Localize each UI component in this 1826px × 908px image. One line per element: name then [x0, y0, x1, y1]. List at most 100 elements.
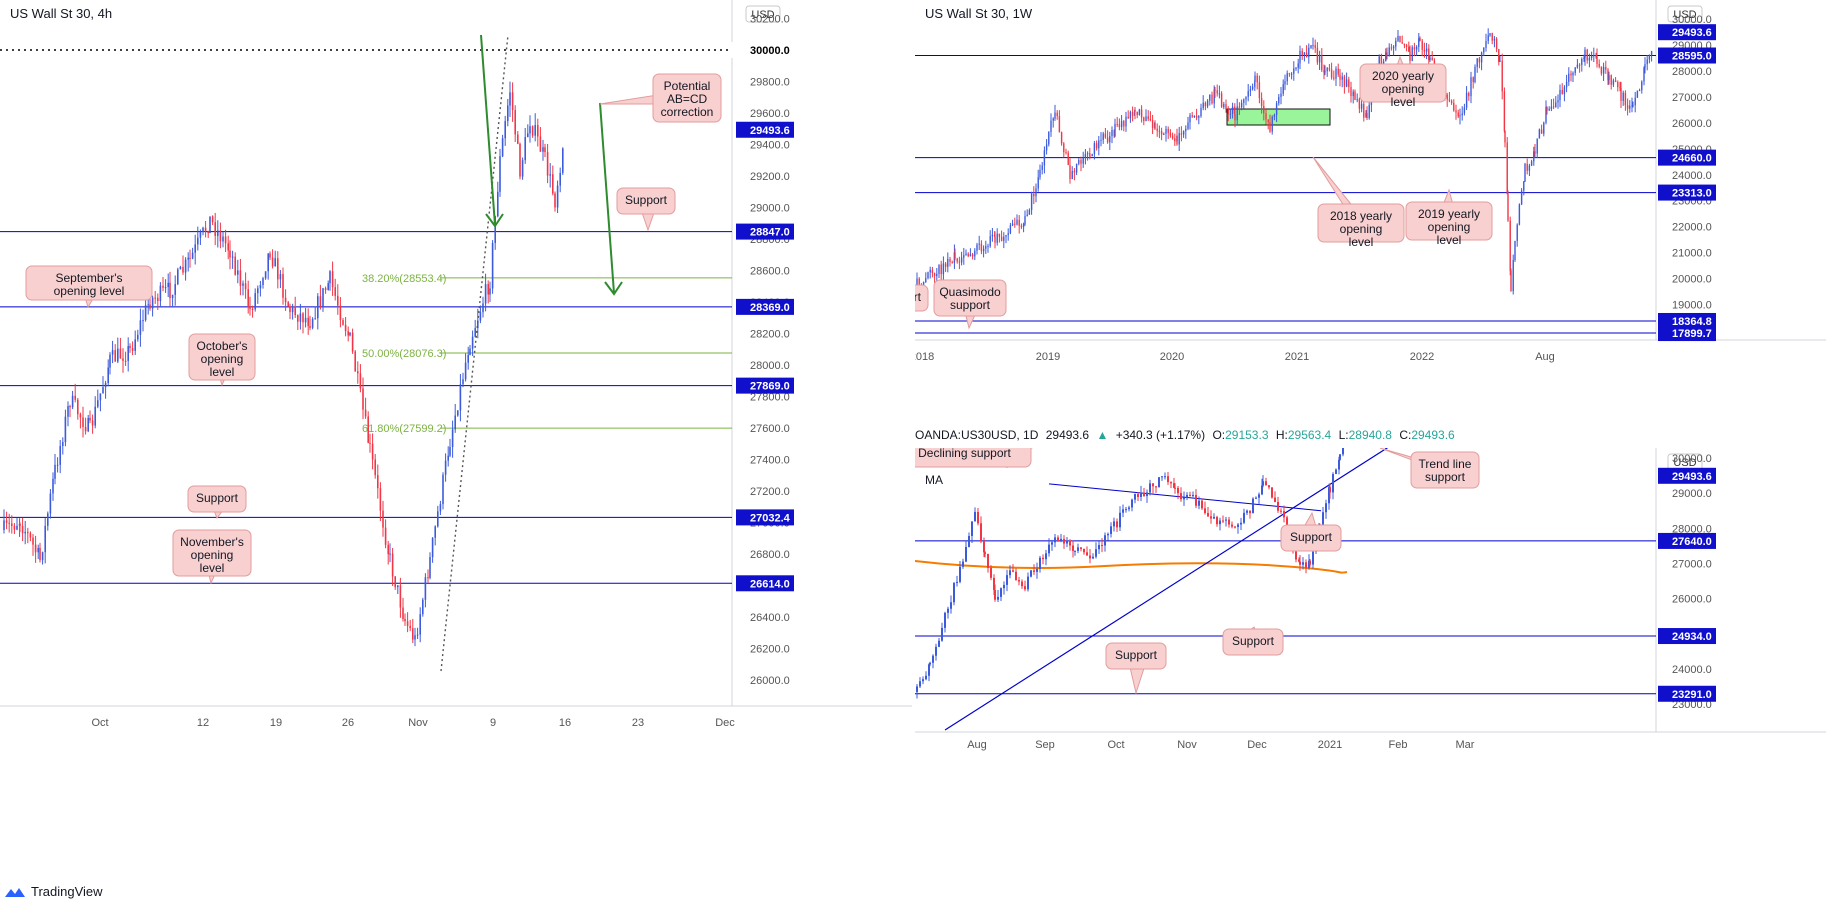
- callout-text: level: [1437, 233, 1462, 247]
- candle-body: [1134, 493, 1136, 500]
- candle-body: [1348, 79, 1350, 88]
- candle-body: [1080, 547, 1082, 549]
- candle-body: [965, 546, 967, 562]
- candle-body: [1222, 520, 1224, 522]
- candle-body: [1129, 112, 1132, 119]
- candle-body: [479, 312, 482, 321]
- candle-body: [1395, 40, 1397, 47]
- candle-body: [1399, 35, 1401, 43]
- candle-body: [1151, 120, 1154, 128]
- candle-body: [925, 278, 927, 282]
- callout-text: 2018 yearly: [1330, 209, 1392, 223]
- candle-body: [1186, 494, 1188, 498]
- candle-body: [294, 306, 296, 316]
- candle-body: [427, 577, 429, 579]
- candle-body: [1474, 66, 1476, 82]
- candle-body: [1516, 224, 1518, 241]
- candle-body: [397, 585, 399, 588]
- chart-4h[interactable]: US Wall St 30, 4h USD 26000.0 26200.0 26400.…: [0, 0, 912, 848]
- candle-body: [1280, 93, 1282, 97]
- candle-body: [404, 619, 406, 622]
- candle-body: [1643, 67, 1645, 82]
- level-tag-label: 28847.0: [750, 227, 790, 239]
- level-tag-bg: [1658, 184, 1716, 201]
- candle-body: [337, 295, 339, 306]
- candle-body: [124, 360, 127, 362]
- candle-body: [1063, 538, 1065, 544]
- candle-body: [484, 284, 487, 304]
- chart-weekly[interactable]: US Wall St 30, 1WUSD18000.019000.020000.…: [915, 0, 1826, 425]
- candle-body: [1161, 476, 1163, 478]
- candle-body: [1183, 497, 1185, 500]
- x-tick-label: Oct: [91, 717, 108, 729]
- candle-body: [1624, 92, 1627, 106]
- candle-body: [1401, 42, 1403, 44]
- candle-body: [1423, 49, 1426, 52]
- candle-body: [1345, 79, 1348, 87]
- candle-body: [1111, 130, 1113, 137]
- candle-body: [1413, 47, 1416, 50]
- level-tag-bg: [1658, 628, 1716, 645]
- candle-body: [1143, 117, 1145, 121]
- candle-body: [556, 185, 559, 208]
- candle-body: [1620, 88, 1622, 101]
- candle-body: [1586, 49, 1588, 61]
- candle-body: [1109, 136, 1111, 143]
- candle-body: [1229, 113, 1232, 115]
- candle-body: [1145, 116, 1147, 121]
- candle-body: [916, 686, 918, 692]
- level-tag-label: 24934.0: [1672, 631, 1712, 643]
- candle-body: [269, 253, 271, 258]
- candle-body: [16, 525, 18, 530]
- candle-body: [1574, 67, 1576, 73]
- candle-body: [1534, 151, 1536, 154]
- candle-body: [1056, 112, 1058, 117]
- candle-body: [1261, 485, 1263, 495]
- candle-body: [144, 305, 147, 321]
- chart-daily[interactable]: US Wall St 30, 1DMAUSD23000.024000.02500…: [915, 448, 1826, 876]
- candle-body: [1131, 499, 1133, 508]
- candle-body: [1213, 89, 1215, 104]
- candle-body: [1302, 562, 1304, 565]
- candle-body: [1042, 557, 1044, 560]
- candle-body: [1078, 160, 1080, 164]
- candle-body: [1418, 38, 1420, 47]
- candle-body: [932, 655, 934, 663]
- candle-body: [52, 478, 54, 494]
- candle-body: [1533, 151, 1535, 162]
- candle-body: [1204, 102, 1207, 107]
- candle-body: [1187, 122, 1189, 129]
- candle-body: [1065, 152, 1067, 154]
- candle-body: [1274, 497, 1276, 502]
- candle-body: [1524, 163, 1526, 182]
- candle-body: [1284, 81, 1286, 85]
- candle-body: [1487, 35, 1489, 42]
- candle-body: [44, 525, 46, 553]
- x-tick-label: Oct: [1107, 739, 1124, 751]
- chart-panel-weekly[interactable]: US Wall St 30, 1WUSD18000.019000.020000.…: [915, 0, 1826, 425]
- chart-panel-4h[interactable]: US Wall St 30, 4h USD 26000.0 26200.0 26400.…: [0, 0, 912, 848]
- candle-body: [184, 259, 187, 273]
- candle-body: [1584, 49, 1586, 58]
- candle-body: [1113, 521, 1115, 527]
- candle-body: [971, 521, 973, 536]
- candle-body: [1278, 96, 1280, 104]
- candle-body: [339, 305, 342, 321]
- candle-body: [419, 614, 421, 635]
- candle-body: [284, 297, 287, 303]
- level-tag-label: 28595.0: [1672, 51, 1712, 63]
- chart-panel-daily[interactable]: US Wall St 30, 1DMAUSD23000.024000.02500…: [915, 448, 1826, 876]
- candle-body: [929, 662, 931, 665]
- callout-text: 2020 yearly: [1372, 69, 1434, 83]
- candle-body: [984, 552, 986, 555]
- candle-body: [367, 416, 369, 443]
- callout-text: opening: [1382, 82, 1425, 96]
- tradingview-brand[interactable]: TradingView: [4, 884, 103, 899]
- candle-body: [1048, 544, 1050, 554]
- candle-body: [947, 258, 949, 267]
- level-tag-label: 28369.0: [750, 302, 790, 314]
- candle-body: [1185, 128, 1187, 132]
- candle-body: [1073, 170, 1076, 173]
- candle-body: [279, 274, 282, 280]
- candle-body: [1170, 482, 1172, 484]
